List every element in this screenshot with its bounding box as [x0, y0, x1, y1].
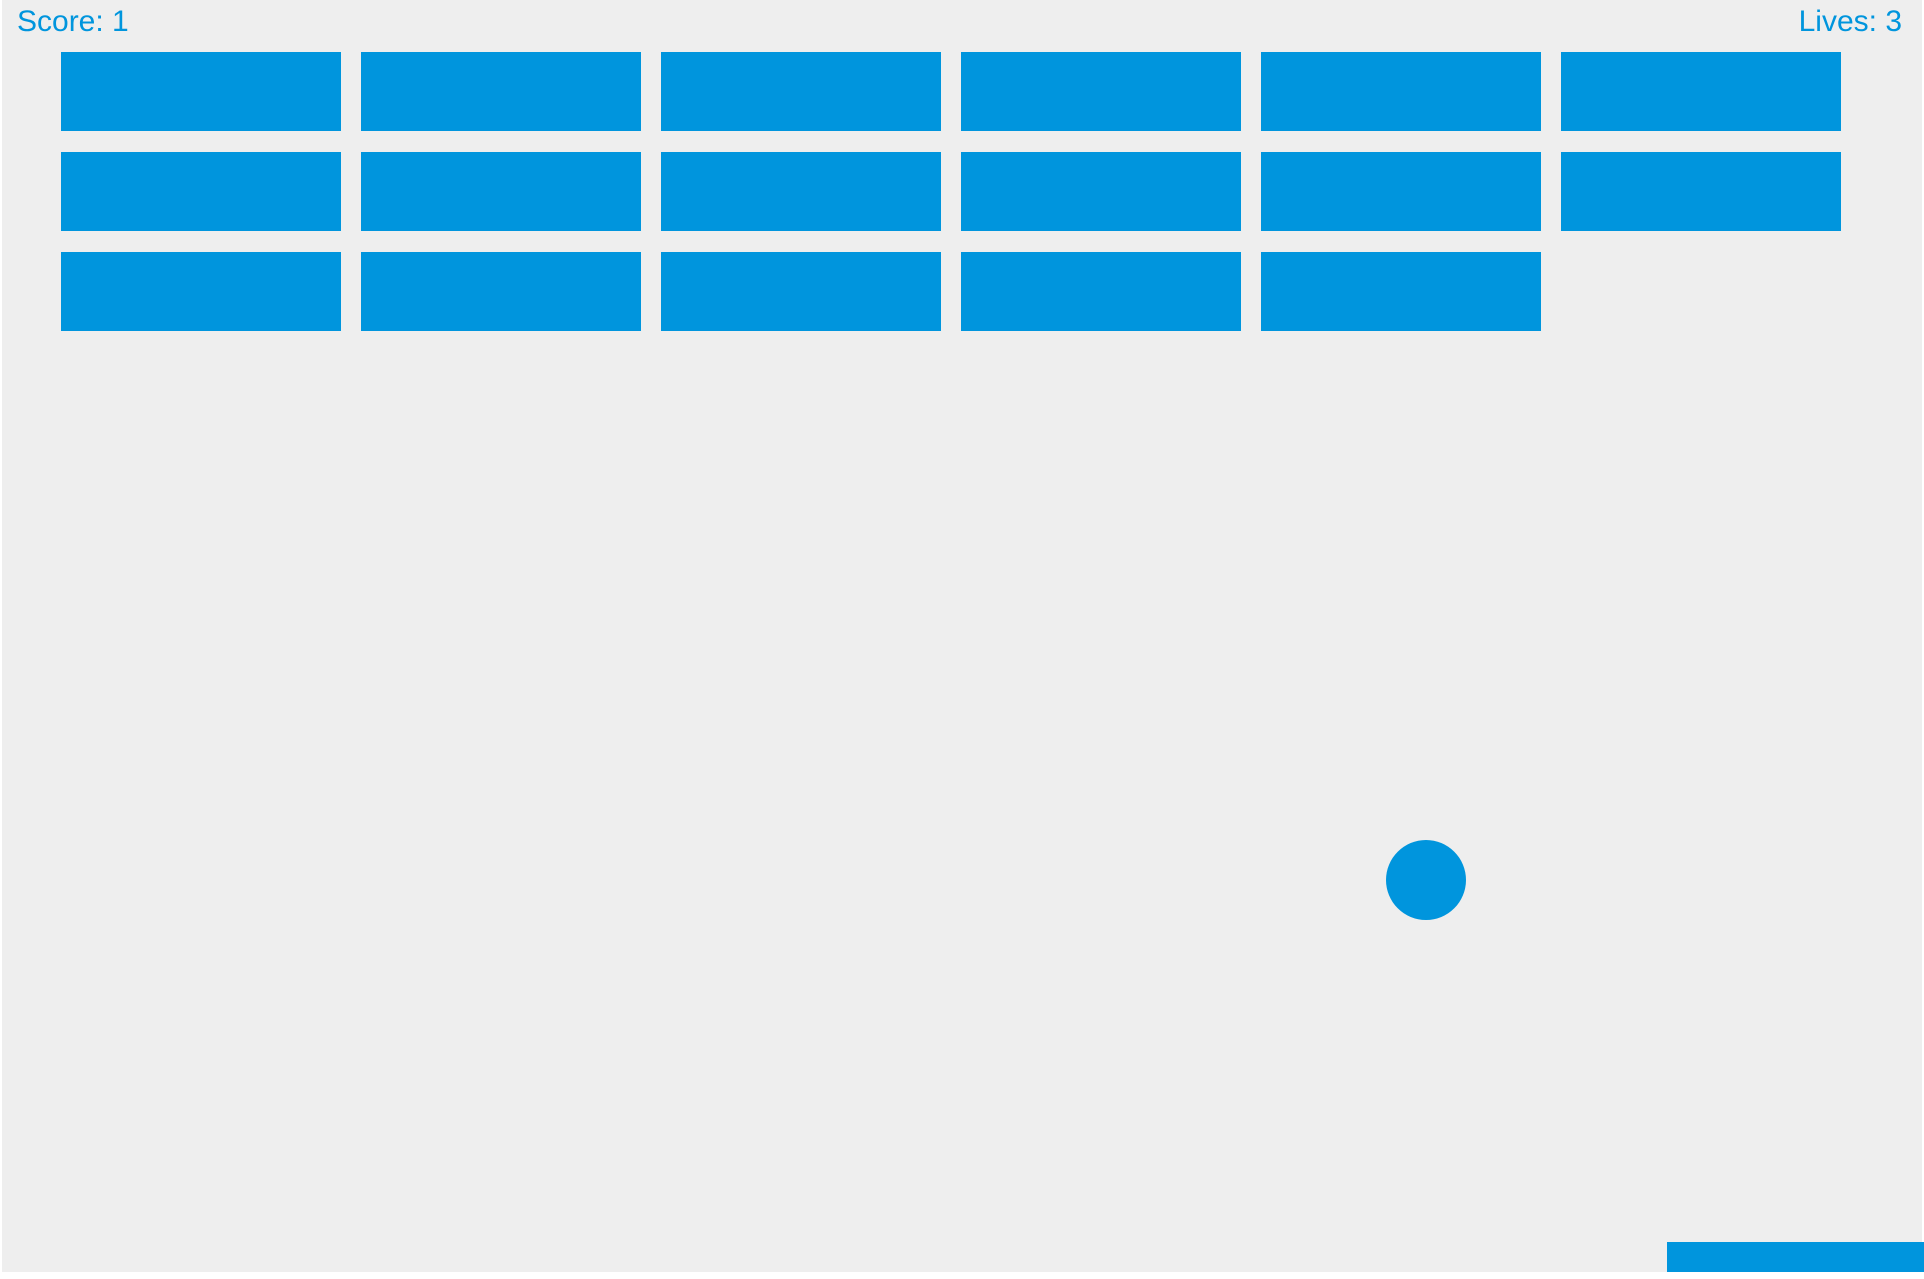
- brick: [961, 52, 1241, 131]
- brick: [661, 152, 941, 231]
- ball: [1386, 840, 1466, 920]
- brick: [361, 152, 641, 231]
- brick: [1561, 152, 1841, 231]
- brick: [1261, 252, 1541, 331]
- brick: [961, 152, 1241, 231]
- paddle[interactable]: [1667, 1242, 1924, 1272]
- brick: [61, 52, 341, 131]
- brick: [361, 52, 641, 131]
- score-display: Score: 1: [17, 5, 129, 38]
- brick: [361, 252, 641, 331]
- brick-wall: [61, 52, 1841, 331]
- brick: [661, 52, 941, 131]
- brick: [61, 152, 341, 231]
- brick: [1261, 152, 1541, 231]
- lives-display: Lives: 3: [1799, 5, 1902, 38]
- brick: [961, 252, 1241, 331]
- brick: [1261, 52, 1541, 131]
- brick: [61, 252, 341, 331]
- brick: [1561, 52, 1841, 131]
- brick: [661, 252, 941, 331]
